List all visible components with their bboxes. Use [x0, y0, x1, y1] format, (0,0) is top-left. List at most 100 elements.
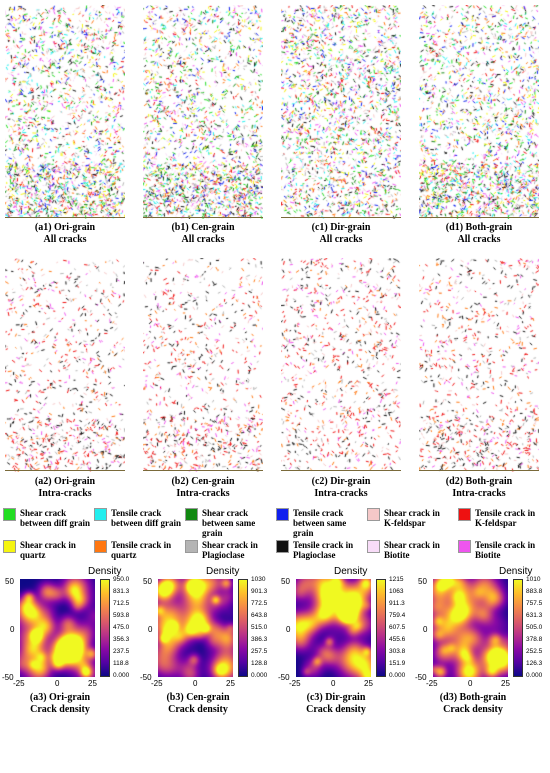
density-heatmap [20, 579, 95, 677]
colorbar-tick: 901.3 [251, 588, 268, 595]
legend-item: Tensile crack between diff grain [94, 508, 186, 528]
colorbar-tick: 378.8 [526, 636, 543, 643]
colorbar-tick: 1030 [251, 576, 266, 583]
legend-item: Shear crack between same grain [185, 508, 277, 538]
colorbar-tick: 237.5 [113, 648, 130, 655]
crack-map-c1 [281, 5, 401, 219]
crack-map-d2 [419, 258, 539, 472]
density-plot-a3: 50 0 -50 -25 0 25 950.0 831.3 712.5 593.… [0, 566, 137, 773]
x-tick: 25 [364, 679, 373, 688]
y-tick: 0 [148, 625, 153, 634]
colorbar-title: Density [206, 566, 240, 577]
density-plot-c3: Density 50 0 -50 -25 0 25 1215 1063 911.… [276, 566, 413, 773]
density-heatmap [158, 579, 233, 677]
legend-swatch [367, 540, 380, 553]
colorbar [238, 579, 248, 677]
caption-a1: (a1) Ori-grain All cracks [34, 222, 96, 245]
legend-item: Tensile crack between same grain [276, 508, 368, 538]
colorbar-tick: 128.8 [251, 660, 268, 667]
density-plot-d3: Density 50 0 -50 -25 0 25 1010 883.8 757… [413, 566, 550, 773]
legend-swatch [276, 540, 289, 553]
y-tick: 50 [418, 577, 427, 586]
y-tick: 50 [281, 577, 290, 586]
caption-b3: (b3) Cen-grain Crack density [166, 692, 230, 715]
legend-item: Tensile crack in Plagioclase [276, 540, 368, 560]
crack-map-b2 [143, 258, 263, 472]
colorbar-tick: 303.8 [389, 648, 406, 655]
colorbar-tick: 712.5 [113, 600, 130, 607]
legend-swatch [276, 508, 289, 521]
x-tick: -25 [426, 679, 438, 688]
caption-b1: (b1) Cen-grain All cracks [171, 222, 235, 245]
crack-type-legend: Shear crack between diff grain Tensile cr… [3, 508, 548, 572]
legend-item: Shear crack in Plagioclase [185, 540, 277, 560]
caption-d2: (d2) Both-grain Intra-cracks [445, 476, 513, 499]
colorbar-tick: 911.3 [389, 600, 405, 607]
x-tick: 25 [88, 679, 97, 688]
colorbar-tick: 643.8 [251, 612, 268, 619]
y-tick: 0 [286, 625, 291, 634]
colorbar-tick: 1215 [389, 576, 404, 583]
caption-d1: (d1) Both-grain All cracks [445, 222, 513, 245]
x-tick: 0 [55, 679, 60, 688]
legend-item: Shear crack between diff grain [3, 508, 95, 528]
density-plot-b3: Density 50 0 -50 -25 0 25 1030 901.3 772… [138, 566, 275, 773]
colorbar-tick: 831.3 [113, 588, 130, 595]
x-tick: 25 [226, 679, 235, 688]
colorbar-tick: 757.5 [526, 600, 543, 607]
legend-swatch [185, 508, 198, 521]
colorbar-tick: 0.000 [526, 672, 543, 679]
colorbar-tick: 475.0 [113, 624, 130, 631]
colorbar [513, 579, 523, 677]
colorbar-tick: 0.000 [389, 672, 406, 679]
colorbar-tick: 515.0 [251, 624, 268, 631]
colorbar-tick: 631.3 [526, 612, 543, 619]
colorbar-tick: 356.3 [113, 636, 130, 643]
legend-swatch [458, 540, 471, 553]
legend-item: Shear crack in K-feldspar [367, 508, 459, 528]
x-tick: -25 [289, 679, 301, 688]
x-tick: 25 [501, 679, 510, 688]
legend-swatch [185, 540, 198, 553]
x-tick: -25 [13, 679, 25, 688]
legend-swatch [3, 540, 16, 553]
caption-c3: (c3) Dir-grain Crack density [306, 692, 366, 715]
legend-swatch [94, 508, 107, 521]
legend-item: Tensile crack in K-feldspar [458, 508, 550, 528]
y-tick: 0 [423, 625, 428, 634]
legend-swatch [367, 508, 380, 521]
y-tick: 0 [10, 625, 15, 634]
colorbar-tick: 455.6 [389, 636, 406, 643]
y-tick: 50 [143, 577, 152, 586]
colorbar-tick: 883.8 [526, 588, 543, 595]
x-tick: -25 [151, 679, 163, 688]
density-heatmap [433, 579, 508, 677]
caption-c2: (c2) Dir-grain Intra-cracks [311, 476, 371, 499]
colorbar-tick: 505.0 [526, 624, 543, 631]
legend-item: Tensile crack in quartz [94, 540, 186, 560]
crack-map-c2 [281, 258, 401, 472]
caption-c1: (c1) Dir-grain All cracks [311, 222, 371, 245]
colorbar-tick: 950.0 [113, 576, 130, 583]
colorbar-tick: 607.5 [389, 624, 406, 631]
colorbar-tick: 126.3 [526, 660, 543, 667]
colorbar-tick: 1010 [526, 576, 541, 583]
colorbar [100, 579, 110, 677]
colorbar-tick: 118.8 [113, 660, 129, 667]
crack-map-a1 [5, 5, 125, 219]
colorbar-title: Density [499, 566, 533, 577]
legend-swatch [458, 508, 471, 521]
x-tick: 0 [193, 679, 198, 688]
legend-swatch [3, 508, 16, 521]
y-tick: -50 [2, 673, 14, 682]
density-heatmap [296, 579, 371, 677]
colorbar-tick: 0.000 [113, 672, 130, 679]
caption-a2: (a2) Ori-grain Intra-cracks [34, 476, 96, 499]
colorbar-tick: 0.000 [251, 672, 268, 679]
colorbar-tick: 593.8 [113, 612, 130, 619]
x-tick: 0 [331, 679, 336, 688]
x-tick: 0 [468, 679, 473, 688]
legend-item: Shear crack in Biotite [367, 540, 459, 560]
legend-item: Tensile crack in Biotite [458, 540, 550, 560]
y-tick: -50 [278, 673, 290, 682]
